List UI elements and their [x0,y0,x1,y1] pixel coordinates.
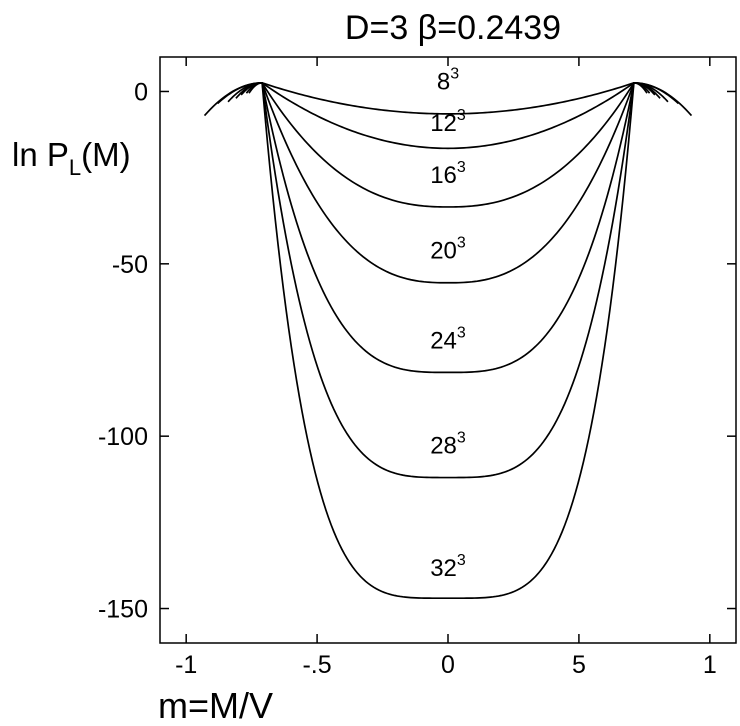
series-label-base: 12 [430,110,457,137]
series-label-exponent: 3 [457,429,466,446]
series-line [248,81,648,600]
chart-title: D=3 β=0.2439 [345,9,561,47]
series-label: 163 [430,159,466,189]
series-label: 83 [437,66,459,96]
series-line [227,81,669,208]
x-tick-label: -1 [175,651,197,679]
series-label: 323 [430,552,466,582]
series-line [235,81,661,284]
x-tick-label: 0 [441,651,455,679]
y-tick-label: -100 [98,423,148,451]
x-tick-label: 5 [572,651,586,679]
series-label: 283 [430,429,466,459]
series-label: 243 [430,324,466,354]
series-label-base: 16 [430,162,457,189]
series-label-exponent: 3 [457,235,466,252]
series-label-base: 32 [430,555,457,582]
y-tick-label: 0 [134,78,148,106]
series-curves [203,81,693,600]
y-tick-label: -150 [98,596,148,624]
x-tick-label: -.5 [302,651,331,679]
series-line [217,81,679,150]
series-line [203,81,693,117]
y-axis-label-sub: L [69,155,81,180]
series-label-base: 28 [430,432,457,459]
series-label-base: 20 [430,238,457,265]
y-axis-label: ln PL(M) [12,136,131,180]
series-label-exponent: 3 [457,107,466,124]
axis-ticks: -1 -.5 0 5 10-50-100-150 [98,57,736,679]
series-label-base: 24 [430,327,457,354]
series-label: 203 [430,235,466,265]
series-label-exponent: 3 [457,552,466,569]
y-tick-label: -50 [112,251,148,279]
series-label-exponent: 3 [457,159,466,176]
series-label: 123 [430,107,466,137]
x-axis-label: m=M/V [158,685,273,726]
svg-text:ln PL(M): ln PL(M) [12,136,131,180]
series-label-base: 8 [437,69,450,96]
y-axis-label-base: ln P [12,136,69,173]
series-label-exponent: 3 [450,66,459,83]
x-tick-label: 1 [703,651,717,679]
series-line [245,81,651,479]
series-line [240,81,656,374]
series-label-exponent: 3 [457,324,466,341]
y-axis-label-tail: (M) [81,136,130,173]
